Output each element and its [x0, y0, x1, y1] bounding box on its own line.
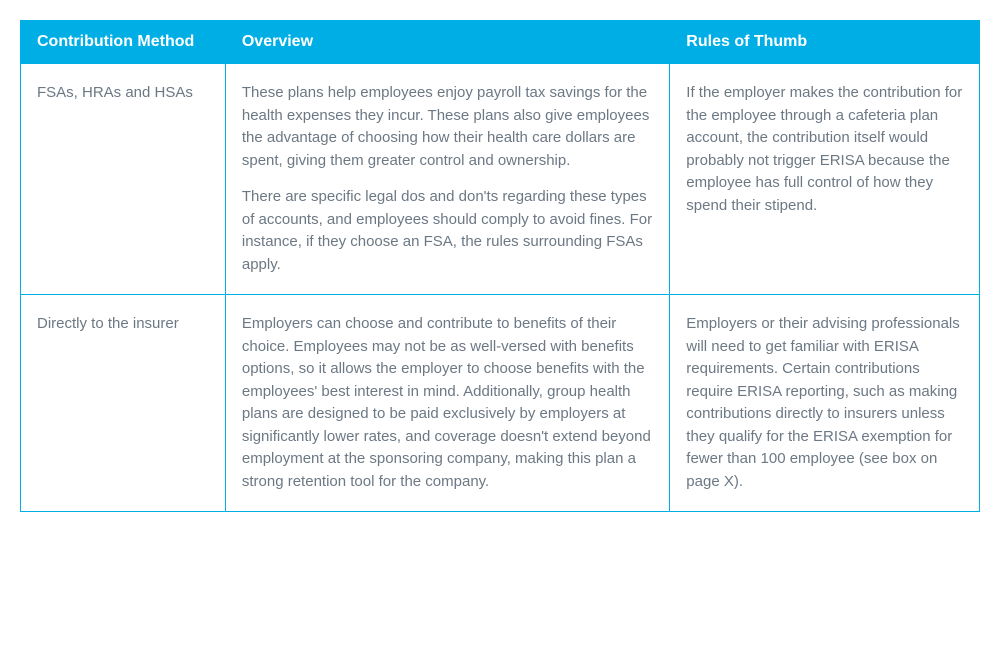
rules-paragraph: If the employer makes the contribution f… [686, 82, 963, 217]
table-row: Directly to the insurer Employers can ch… [21, 295, 980, 512]
overview-paragraph: Employers can choose and contribute to b… [242, 313, 653, 493]
cell-method-0: FSAs, HRAs and HSAs [21, 64, 226, 295]
cell-rules-1: Employers or their advising professional… [670, 295, 980, 512]
cell-overview-0: These plans help employees enjoy payroll… [225, 64, 669, 295]
rules-paragraph: Employers or their advising professional… [686, 313, 963, 493]
table-row: FSAs, HRAs and HSAs These plans help emp… [21, 64, 980, 295]
overview-paragraph: There are specific legal dos and don'ts … [242, 186, 653, 276]
cell-overview-1: Employers can choose and contribute to b… [225, 295, 669, 512]
contribution-methods-table: Contribution Method Overview Rules of Th… [20, 20, 980, 512]
col-header-overview: Overview [225, 21, 669, 64]
table-header-row: Contribution Method Overview Rules of Th… [21, 21, 980, 64]
col-header-rules: Rules of Thumb [670, 21, 980, 64]
cell-rules-0: If the employer makes the contribution f… [670, 64, 980, 295]
col-header-method: Contribution Method [21, 21, 226, 64]
cell-method-1: Directly to the insurer [21, 295, 226, 512]
overview-paragraph: These plans help employees enjoy payroll… [242, 82, 653, 172]
